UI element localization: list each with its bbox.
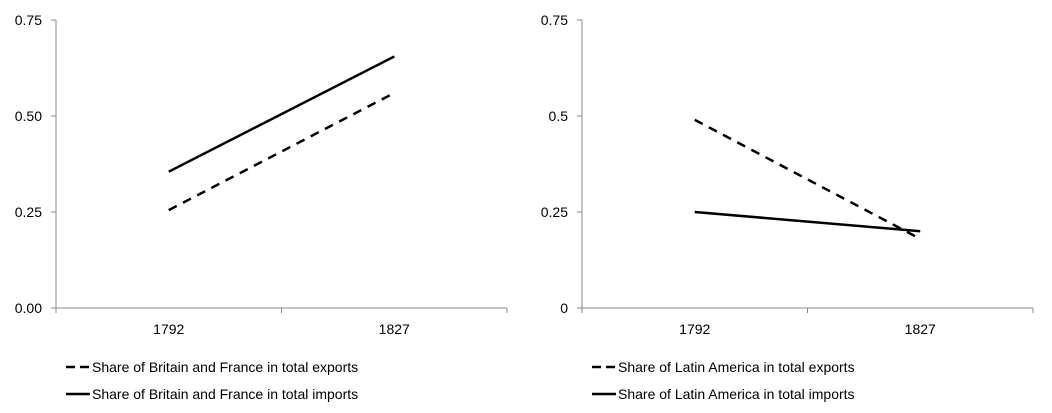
chart-left-svg: 0.00 0.25 0.50 0.75 1792 1827 Share of Britain… bbox=[15, 12, 508, 402]
legend-label: Share of Latin America in total imports bbox=[618, 386, 855, 402]
y-tick-label: 0.75 bbox=[541, 12, 568, 28]
chart-right-svg: 0 0.25 0.5 0.75 1792 1827 Share of Latin Ameri… bbox=[541, 12, 1034, 402]
chart-right: 0 0.25 0.5 0.75 1792 1827 Share of Latin Ameri… bbox=[526, 0, 1052, 408]
y-tick-label: 0.25 bbox=[541, 204, 568, 220]
x-tick-label: 1827 bbox=[379, 321, 410, 337]
series-line-imports bbox=[694, 210, 921, 233]
y-tick-label: 0.50 bbox=[15, 108, 42, 124]
y-tick-label: 0.75 bbox=[15, 12, 42, 28]
legend-label: Share of Latin America in total exports bbox=[618, 359, 855, 375]
legend-label: Share of Britain and France in total exp… bbox=[92, 359, 358, 375]
x-tick-label: 1792 bbox=[679, 321, 710, 337]
y-tick-label: 0 bbox=[560, 300, 568, 316]
chart-left: 0.00 0.25 0.50 0.75 1792 1827 Share of Britain… bbox=[0, 0, 526, 408]
series-line-exports bbox=[694, 118, 921, 240]
x-tick-label: 1792 bbox=[153, 321, 184, 337]
y-tick-label: 0.00 bbox=[15, 300, 42, 316]
y-tick-label: 0.25 bbox=[15, 204, 42, 220]
series-line-imports bbox=[168, 55, 395, 173]
y-tick-label: 0.5 bbox=[549, 108, 569, 124]
series-line-exports bbox=[168, 91, 395, 212]
legend-label: Share of Britain and France in total imp… bbox=[92, 386, 358, 402]
x-tick-label: 1827 bbox=[905, 321, 936, 337]
